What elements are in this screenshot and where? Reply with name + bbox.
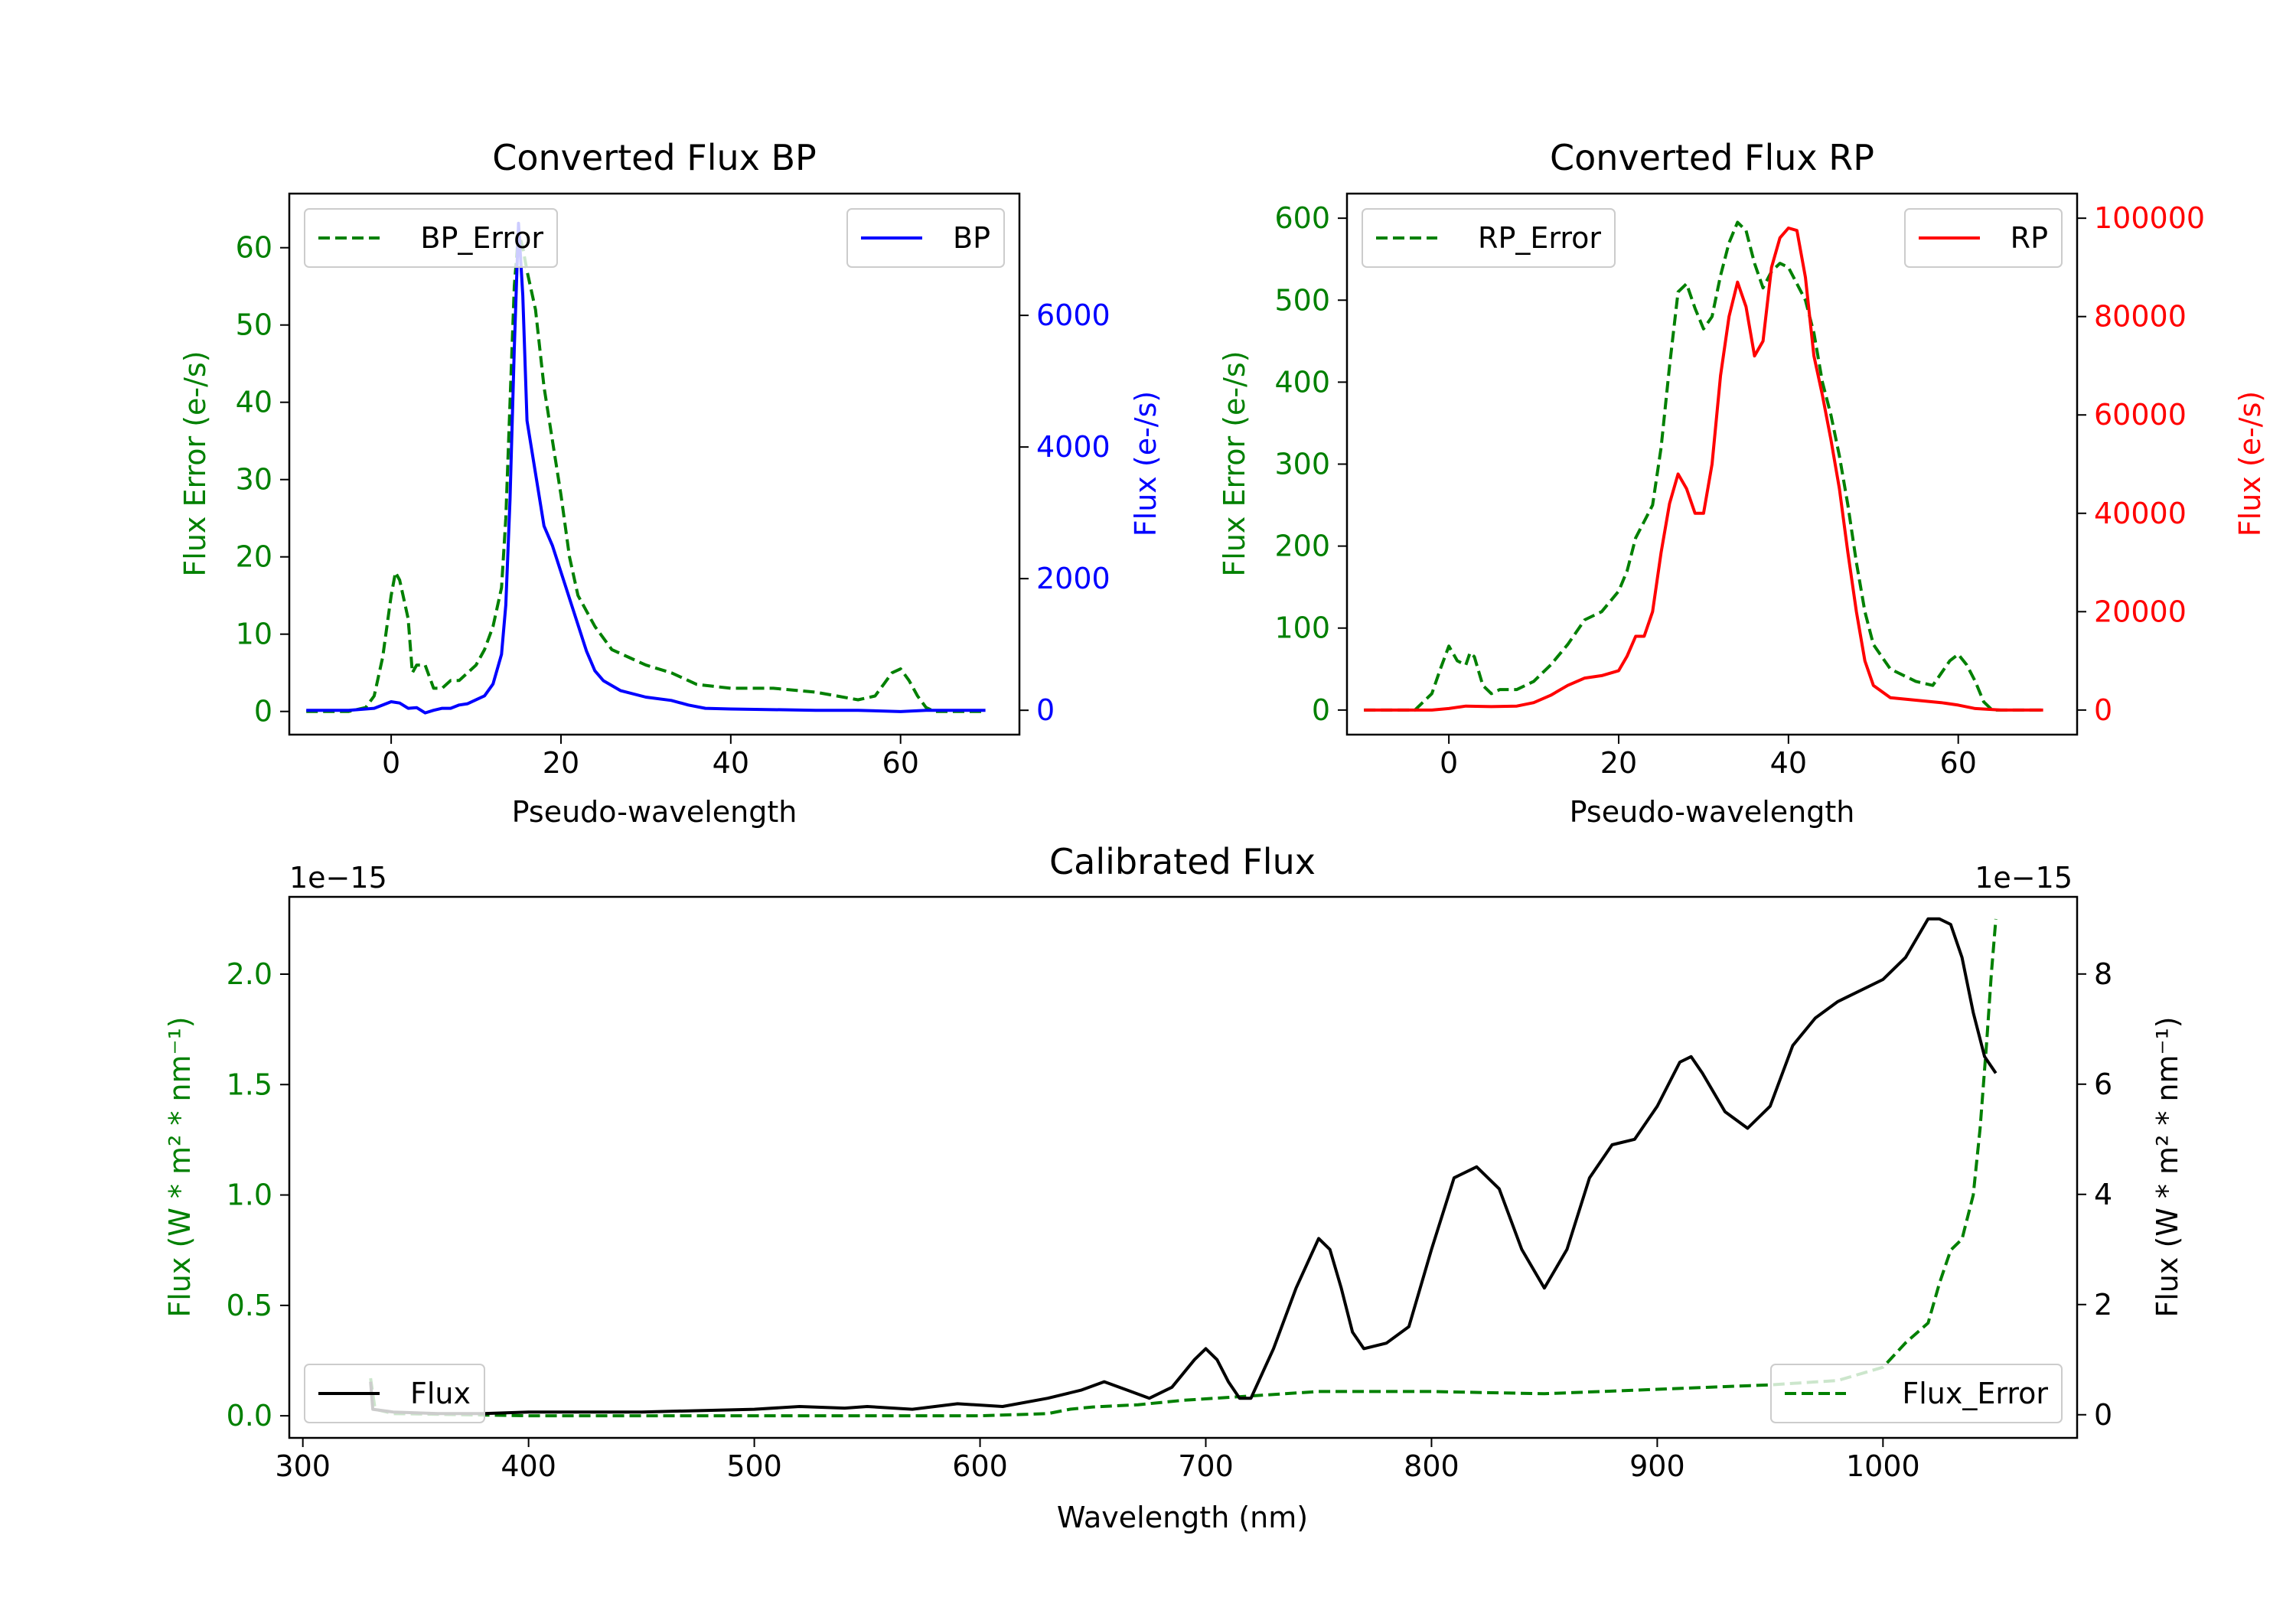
bp-right-y-tick-label: 0: [1036, 693, 1055, 727]
rp-right-axis-label: Flux (e-/s): [2233, 391, 2267, 536]
rp-x-tick-label: 60: [1940, 746, 1977, 780]
cal-legend-right-label: Flux_Error: [1902, 1377, 2048, 1410]
calibrated-flux-chart: Calibrated Flux Wavelength (nm) Flux (W …: [163, 841, 2184, 1534]
bp-left-axis-label: Flux Error (e-/s): [178, 350, 212, 576]
rp-x-axis-label: Pseudo-wavelength: [1570, 795, 1855, 829]
rp-series-rp: [1364, 227, 2043, 712]
cal-left-y-tick-label: 0.5: [227, 1289, 272, 1322]
rp-left-axis-label: Flux Error (e-/s): [1218, 350, 1251, 576]
cal-x-tick-label: 300: [275, 1449, 331, 1483]
left-offset-label: 1e−15: [289, 861, 387, 895]
bp-right-y-tick-label: 2000: [1036, 562, 1110, 595]
cal-left-y-tick-label: 1.0: [227, 1178, 272, 1212]
right-offset-label: 1e−15: [1975, 861, 2073, 895]
bp-series-bp: [306, 221, 986, 715]
bp-left-y-tick-label: 10: [236, 618, 272, 651]
rp-x-tick-label: 20: [1600, 746, 1637, 780]
bp-legend-right-label: BP: [953, 221, 990, 255]
cal-right-y-tick-label: 4: [2094, 1178, 2112, 1211]
bp-x-tick-label: 60: [882, 746, 919, 780]
calibrated-x-axis-label: Wavelength (nm): [1057, 1501, 1308, 1534]
rp-right-y-tick-label: 100000: [2094, 201, 2205, 235]
cal-right-y-tick-label: 8: [2094, 957, 2112, 991]
calibrated-right-axis-label: Flux (W * m² * nm⁻¹): [2151, 1016, 2184, 1317]
rp-chart-title: Converted Flux RP: [1550, 137, 1874, 178]
bp-legend-left: [304, 208, 558, 268]
rp-left-y-tick-label: 0: [1312, 693, 1330, 727]
cal-right-y-tick-label: 2: [2094, 1288, 2112, 1322]
bp-right-y-tick-label: 4000: [1036, 430, 1110, 464]
rp-legend-right: [1904, 208, 2063, 268]
rp-flux-chart: Converted Flux RP Pseudo-wavelength Flux…: [1218, 137, 2267, 829]
bp-flux-chart: Converted Flux BP Pseudo-wavelength Flux…: [178, 137, 1163, 829]
rp-right-y-tick-label: 80000: [2094, 300, 2187, 334]
bp-x-tick-label: 40: [713, 746, 749, 780]
rp-left-y-tick-label: 100: [1274, 611, 1330, 645]
cal-plot-frame: [288, 895, 2079, 1439]
cal-right-y-tick-label: 0: [2094, 1398, 2112, 1432]
cal-left-y-tick-label: 2.0: [227, 957, 272, 991]
bp-plot-frame: [288, 192, 1021, 736]
rp-x-tick-label: 0: [1440, 746, 1458, 780]
bp-left-y-tick-label: 40: [236, 386, 272, 419]
bp-left-y-tick-label: 20: [236, 540, 272, 574]
bp-left-y-tick-label: 50: [236, 308, 272, 342]
cal-legend-left: [304, 1364, 485, 1423]
bp-legend-left-label: BP_Error: [420, 221, 543, 255]
cal-x-tick-label: 800: [1404, 1449, 1459, 1483]
cal-x-tick-label: 1000: [1846, 1449, 1920, 1483]
calibrated-left-axis-label: Flux (W * m² * nm⁻¹): [163, 1016, 197, 1317]
rp-left-y-tick-label: 500: [1274, 283, 1330, 317]
cal-left-y-tick-label: 0.0: [227, 1399, 272, 1433]
bp-right-axis-label: Flux (e-/s): [1129, 391, 1163, 536]
rp-legend-left: [1362, 208, 1616, 268]
rp-right-y-tick-label: 60000: [2094, 398, 2187, 432]
bp-right-y-tick-label: 6000: [1036, 298, 1110, 332]
rp-series-rp-error: [1364, 220, 2043, 712]
rp-right-y-tick-label: 40000: [2094, 497, 2187, 530]
cal-left-y-tick-label: 1.5: [227, 1068, 272, 1101]
rp-left-y-tick-label: 600: [1274, 201, 1330, 235]
cal-right-y-tick-label: 6: [2094, 1068, 2112, 1101]
cal-x-tick-label: 400: [501, 1449, 556, 1483]
rp-left-y-tick-label: 300: [1274, 448, 1330, 481]
bp-left-y-tick-label: 0: [254, 695, 272, 729]
rp-legend-right-label: RP: [2011, 221, 2048, 255]
cal-x-tick-label: 500: [726, 1449, 782, 1483]
rp-left-y-tick-label: 200: [1274, 530, 1330, 563]
cal-x-tick-label: 700: [1178, 1449, 1234, 1483]
bp-legend-right: [846, 208, 1005, 268]
cal-series-flux-error: [369, 918, 1998, 1418]
cal-x-tick-label: 900: [1629, 1449, 1685, 1483]
bp-left-y-tick-label: 30: [236, 463, 272, 497]
rp-x-tick-label: 40: [1770, 746, 1807, 780]
bp-x-tick-label: 0: [382, 746, 400, 780]
cal-legend-right: [1770, 1364, 2063, 1423]
bp-chart-title: Converted Flux BP: [492, 137, 817, 178]
rp-left-y-tick-label: 400: [1274, 365, 1330, 399]
bp-x-axis-label: Pseudo-wavelength: [512, 795, 797, 829]
rp-right-y-tick-label: 0: [2094, 693, 2112, 727]
bp-left-y-tick-label: 60: [236, 231, 272, 265]
rp-legend-left-label: RP_Error: [1478, 221, 1601, 255]
bp-x-tick-label: 20: [543, 746, 579, 780]
calibrated-chart-title: Calibrated Flux: [1049, 841, 1316, 882]
cal-series-flux: [369, 917, 1998, 1416]
cal-legend-left-label: Flux: [410, 1377, 471, 1410]
rp-right-y-tick-label: 20000: [2094, 595, 2187, 628]
cal-x-tick-label: 600: [952, 1449, 1008, 1483]
